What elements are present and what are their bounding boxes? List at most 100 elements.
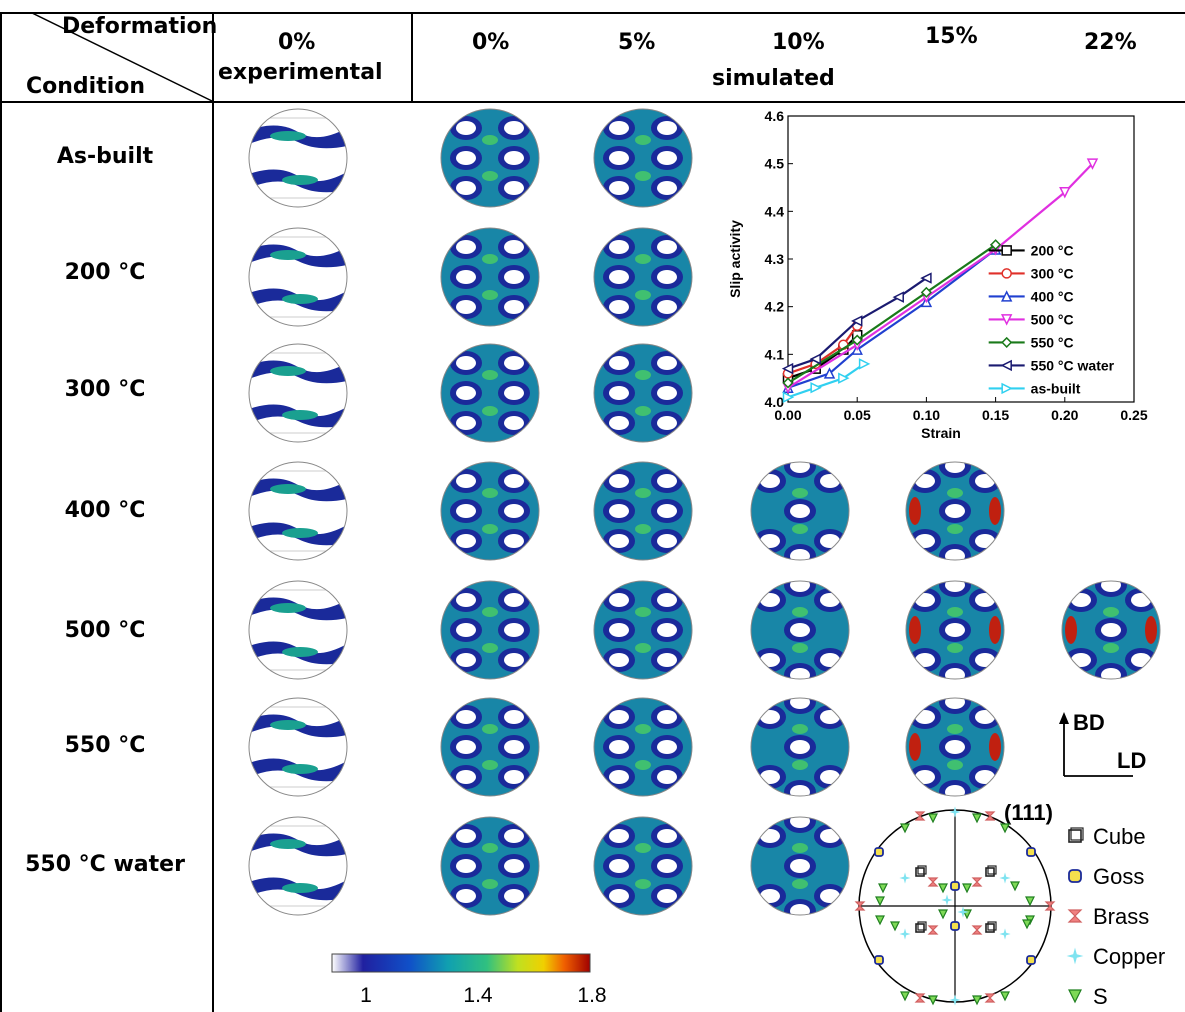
corner-condition-label: Condition [26,74,146,99]
pole-marker-triangle [878,883,888,894]
legend-label: 500 °C [1031,311,1074,327]
data-point [920,272,932,284]
pole-marker-triangle [928,995,938,1006]
texture-disc [1062,581,1160,679]
pole-marker-triangle [962,883,972,894]
pole-marker-triangle [1000,991,1010,1002]
pole-marker-triangle [900,991,910,1002]
table-top-border [0,12,1185,14]
texture-disc [594,698,692,796]
pole-marker-hourglass [971,925,983,935]
pole-marker-hourglass [1044,901,1056,911]
data-point [851,315,863,327]
texture-disc [441,698,539,796]
texture-disc [594,344,692,442]
colorbar-tick-1: 1 [360,984,372,1007]
pole-legend-cube: Cube [1068,824,1146,849]
ideal-orientation-pole-figure: (111) Cube Goss Brass Copper S [854,800,1165,1009]
data-point [1086,158,1099,170]
texture-disc [906,581,1004,679]
data-point [838,372,850,384]
legend-label: 550 °C [1031,334,1074,350]
texture-disc [249,344,347,442]
texture-disc [594,581,692,679]
pole-marker-hourglass [914,811,926,821]
data-point [1001,245,1012,256]
y-tick-label: 4.4 [765,203,785,219]
pole-marker-triangle [928,813,938,824]
texture-disc [249,581,347,679]
legend-label: 400 °C [1031,288,1074,304]
pole-marker-star [949,994,961,1006]
texture-disc [906,462,1004,560]
ld-label: LD [1117,748,1146,773]
pole-marker-triangle [938,883,948,894]
y-tick-label: 4.3 [765,251,785,267]
legend-entry: 200 °C [988,242,1074,258]
y-tick-label: 4.1 [765,346,785,362]
texture-disc [594,109,692,207]
col-simulated-label: simulated [712,66,835,91]
y-tick-label: 4.0 [765,394,785,410]
condition-column-divider [212,12,214,1012]
legend-label: 300 °C [1031,265,1074,281]
pole-marker-square [915,865,927,877]
data-point [1000,290,1013,302]
pole-marker-star [957,906,969,918]
data-point [810,381,822,394]
x-tick-label: 0.25 [1120,407,1147,423]
corner-deformation-label: Deformation [62,14,218,39]
data-point [892,291,904,303]
pole-marker-hourglass [984,811,996,821]
pole-marker-star [899,872,911,884]
pole-marker-triangle [972,813,982,824]
pole-marker-star [949,806,961,818]
texture-disc [751,581,849,679]
pole-marker-triangle [1010,881,1020,892]
pole-marker-triangle [875,915,885,926]
pole-marker-hourglass [927,925,939,935]
texture-disc [594,228,692,326]
data-point [1000,314,1013,326]
pole-marker-hourglass [971,877,983,887]
table-left-border [0,12,2,1012]
texture-disc [441,581,539,679]
pole-marker-triangle [875,896,885,907]
pole-marker-triangle [972,995,982,1006]
series-line [787,325,859,375]
pole-marker-triangle [1000,823,1010,834]
legend-label: 200 °C [1031,242,1074,258]
series-550-c-water [781,272,932,375]
pole-legend-brass: Brass [1067,904,1149,929]
legend-entry: 550 °C [988,334,1074,350]
pole-marker-triangle [1025,896,1035,907]
corner-diagonal [29,12,213,102]
data-point [782,391,795,403]
legend-entry: 300 °C [988,265,1074,281]
texture-disc [441,462,539,560]
row-label-400c: 400 °C [64,498,146,523]
header-bottom-border [0,101,1185,103]
pole-marker-circle [874,955,884,965]
texture-disc [249,462,347,560]
pole-marker-circle [950,881,960,891]
colorbar-tick-1-8: 1.8 [577,984,606,1007]
pole-marker-star [999,872,1011,884]
y-tick-label: 4.2 [765,299,785,315]
series-as-built [782,358,871,403]
data-point [781,362,794,375]
data-point [809,353,821,365]
bd-arrow-icon [1059,712,1069,724]
texture-disc [594,817,692,915]
x-tick-label: 0.00 [774,407,801,423]
data-point [1059,187,1071,199]
y-tick-label: 4.5 [765,156,785,172]
pole-marker-triangle [900,823,910,834]
colorbar-tick-1-4: 1.4 [463,984,493,1007]
bd-label: BD [1073,710,1105,735]
experimental-column-divider [411,12,413,102]
data-point [782,377,794,389]
col-sim-15-pct: 15% [925,24,978,49]
x-tick-label: 0.15 [982,407,1009,423]
